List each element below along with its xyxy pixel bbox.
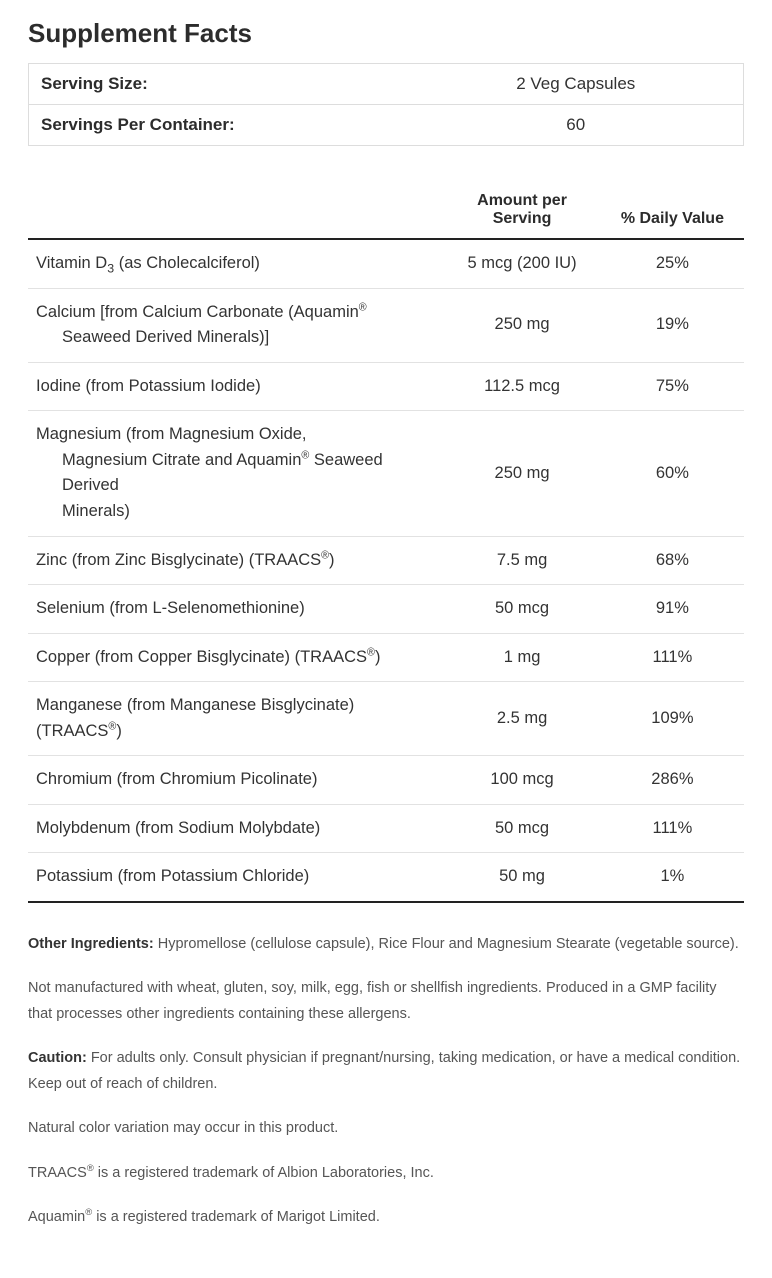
natural-variation: Natural color variation may occur in thi… <box>28 1115 744 1141</box>
other-ingredients-label: Other Ingredients: <box>28 936 154 952</box>
nutrient-amount: 100 mcg <box>443 756 601 805</box>
other-ingredients: Other Ingredients: Hypromellose (cellulo… <box>28 931 744 957</box>
table-row: Magnesium (from Magnesium Oxide,Magnesiu… <box>28 411 744 536</box>
table-row: Molybdenum (from Sodium Molybdate)50 mcg… <box>28 804 744 853</box>
serving-size-value: 2 Veg Capsules <box>421 74 732 94</box>
nutrient-amount: 7.5 mg <box>443 536 601 585</box>
nutrient-amount: 50 mcg <box>443 585 601 634</box>
caution-label: Caution: <box>28 1050 87 1066</box>
nutrient-amount: 50 mcg <box>443 804 601 853</box>
serving-size-row: Serving Size: 2 Veg Capsules <box>29 64 743 104</box>
nutrient-name: Calcium [from Calcium Carbonate (Aquamin… <box>28 288 443 362</box>
col-header-amount: Amount per Serving <box>443 186 601 239</box>
servings-per-container-label: Servings Per Container: <box>41 115 421 135</box>
nutrient-name: Magnesium (from Magnesium Oxide,Magnesiu… <box>28 411 443 536</box>
panel-title: Supplement Facts <box>28 18 744 49</box>
nutrient-name: Chromium (from Chromium Picolinate) <box>28 756 443 805</box>
nutrients-table: Amount per Serving % Daily Value Vitamin… <box>28 186 744 903</box>
table-row: Calcium [from Calcium Carbonate (Aquamin… <box>28 288 744 362</box>
table-row: Selenium (from L-Selenomethionine)50 mcg… <box>28 585 744 634</box>
nutrient-dv: 91% <box>601 585 744 634</box>
nutrient-name: Vitamin D3 (as Cholecalciferol) <box>28 239 443 288</box>
other-ingredients-text: Hypromellose (cellulose capsule), Rice F… <box>154 936 739 952</box>
nutrient-dv: 60% <box>601 411 744 536</box>
nutrient-name: Zinc (from Zinc Bisglycinate) (TRAACS®) <box>28 536 443 585</box>
nutrient-amount: 2.5 mg <box>443 682 601 756</box>
nutrient-dv: 19% <box>601 288 744 362</box>
nutrient-name: Manganese (from Manganese Bisglycinate) … <box>28 682 443 756</box>
table-header-row: Amount per Serving % Daily Value <box>28 186 744 239</box>
nutrient-dv: 109% <box>601 682 744 756</box>
table-row: Manganese (from Manganese Bisglycinate) … <box>28 682 744 756</box>
nutrient-amount: 5 mcg (200 IU) <box>443 239 601 288</box>
nutrient-name: Copper (from Copper Bisglycinate) (TRAAC… <box>28 633 443 682</box>
nutrient-dv: 75% <box>601 362 744 411</box>
table-row: Copper (from Copper Bisglycinate) (TRAAC… <box>28 633 744 682</box>
nutrient-name: Iodine (from Potassium Iodide) <box>28 362 443 411</box>
nutrient-name: Selenium (from L-Selenomethionine) <box>28 585 443 634</box>
servings-per-container-row: Servings Per Container: 60 <box>29 104 743 145</box>
col-header-dv: % Daily Value <box>601 186 744 239</box>
table-row: Potassium (from Potassium Chloride)50 mg… <box>28 853 744 902</box>
aquamin-trademark: Aquamin® is a registered trademark of Ma… <box>28 1204 744 1230</box>
nutrient-dv: 111% <box>601 633 744 682</box>
nutrient-amount: 250 mg <box>443 411 601 536</box>
footer-notes: Other Ingredients: Hypromellose (cellulo… <box>28 931 744 1230</box>
nutrient-dv: 68% <box>601 536 744 585</box>
table-row: Zinc (from Zinc Bisglycinate) (TRAACS®)7… <box>28 536 744 585</box>
table-row: Chromium (from Chromium Picolinate)100 m… <box>28 756 744 805</box>
nutrient-dv: 286% <box>601 756 744 805</box>
nutrient-dv: 25% <box>601 239 744 288</box>
serving-size-label: Serving Size: <box>41 74 421 94</box>
servings-per-container-value: 60 <box>421 115 732 135</box>
traacs-trademark: TRAACS® is a registered trademark of Alb… <box>28 1160 744 1186</box>
table-row: Iodine (from Potassium Iodide)112.5 mcg7… <box>28 362 744 411</box>
allergen-statement: Not manufactured with wheat, gluten, soy… <box>28 975 744 1027</box>
caution-statement: Caution: For adults only. Consult physic… <box>28 1045 744 1097</box>
nutrient-amount: 112.5 mcg <box>443 362 601 411</box>
nutrient-dv: 1% <box>601 853 744 902</box>
nutrient-name: Molybdenum (from Sodium Molybdate) <box>28 804 443 853</box>
caution-text: For adults only. Consult physician if pr… <box>28 1050 740 1092</box>
supplement-facts-panel: Supplement Facts Serving Size: 2 Veg Cap… <box>0 0 772 1278</box>
table-row: Vitamin D3 (as Cholecalciferol)5 mcg (20… <box>28 239 744 288</box>
nutrient-dv: 111% <box>601 804 744 853</box>
nutrient-amount: 250 mg <box>443 288 601 362</box>
col-header-name <box>28 186 443 239</box>
nutrient-amount: 50 mg <box>443 853 601 902</box>
nutrient-amount: 1 mg <box>443 633 601 682</box>
serving-box: Serving Size: 2 Veg Capsules Servings Pe… <box>28 63 744 146</box>
nutrients-tbody: Vitamin D3 (as Cholecalciferol)5 mcg (20… <box>28 239 744 902</box>
nutrient-name: Potassium (from Potassium Chloride) <box>28 853 443 902</box>
